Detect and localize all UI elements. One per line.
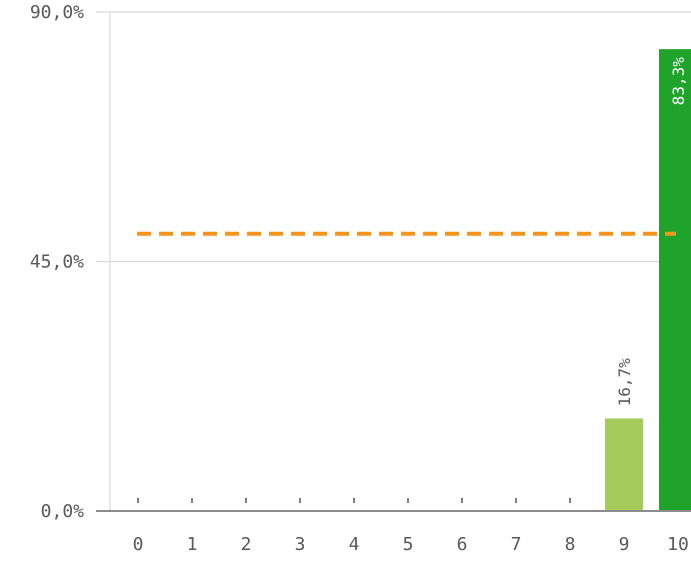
y-tick-label-0: 0,0%	[41, 501, 85, 522]
x-tick-label-5: 5	[403, 534, 414, 555]
bar-10	[659, 49, 691, 512]
bar-9	[605, 418, 643, 511]
x-tick-label-3: 3	[295, 534, 306, 555]
x-tick-label-10: 10	[667, 534, 689, 555]
y-tick-label-1: 45,0%	[30, 252, 84, 273]
data-label-9: 16,7%	[615, 358, 634, 407]
bars	[137, 49, 691, 512]
data-label-10: 83,3%	[669, 57, 688, 106]
y-tick-label-2: 90,0%	[30, 2, 84, 23]
x-tick-label-9: 9	[619, 534, 630, 555]
gridlines	[96, 11, 691, 263]
x-tick-label-2: 2	[241, 534, 252, 555]
axes	[96, 12, 691, 512]
labels: 0,0% 45,0% 90,0% 0 1 2 3 4 5 6 7 8 9 16,7% 10 83,3%	[30, 2, 689, 555]
x-tick-label-0: 0	[133, 534, 144, 555]
x-tick-label-8: 8	[565, 534, 576, 555]
x-tick-label-4: 4	[349, 534, 360, 555]
x-tick-label-1: 1	[187, 534, 198, 555]
x-tick-label-6: 6	[457, 534, 468, 555]
x-tick-label-7: 7	[511, 534, 522, 555]
